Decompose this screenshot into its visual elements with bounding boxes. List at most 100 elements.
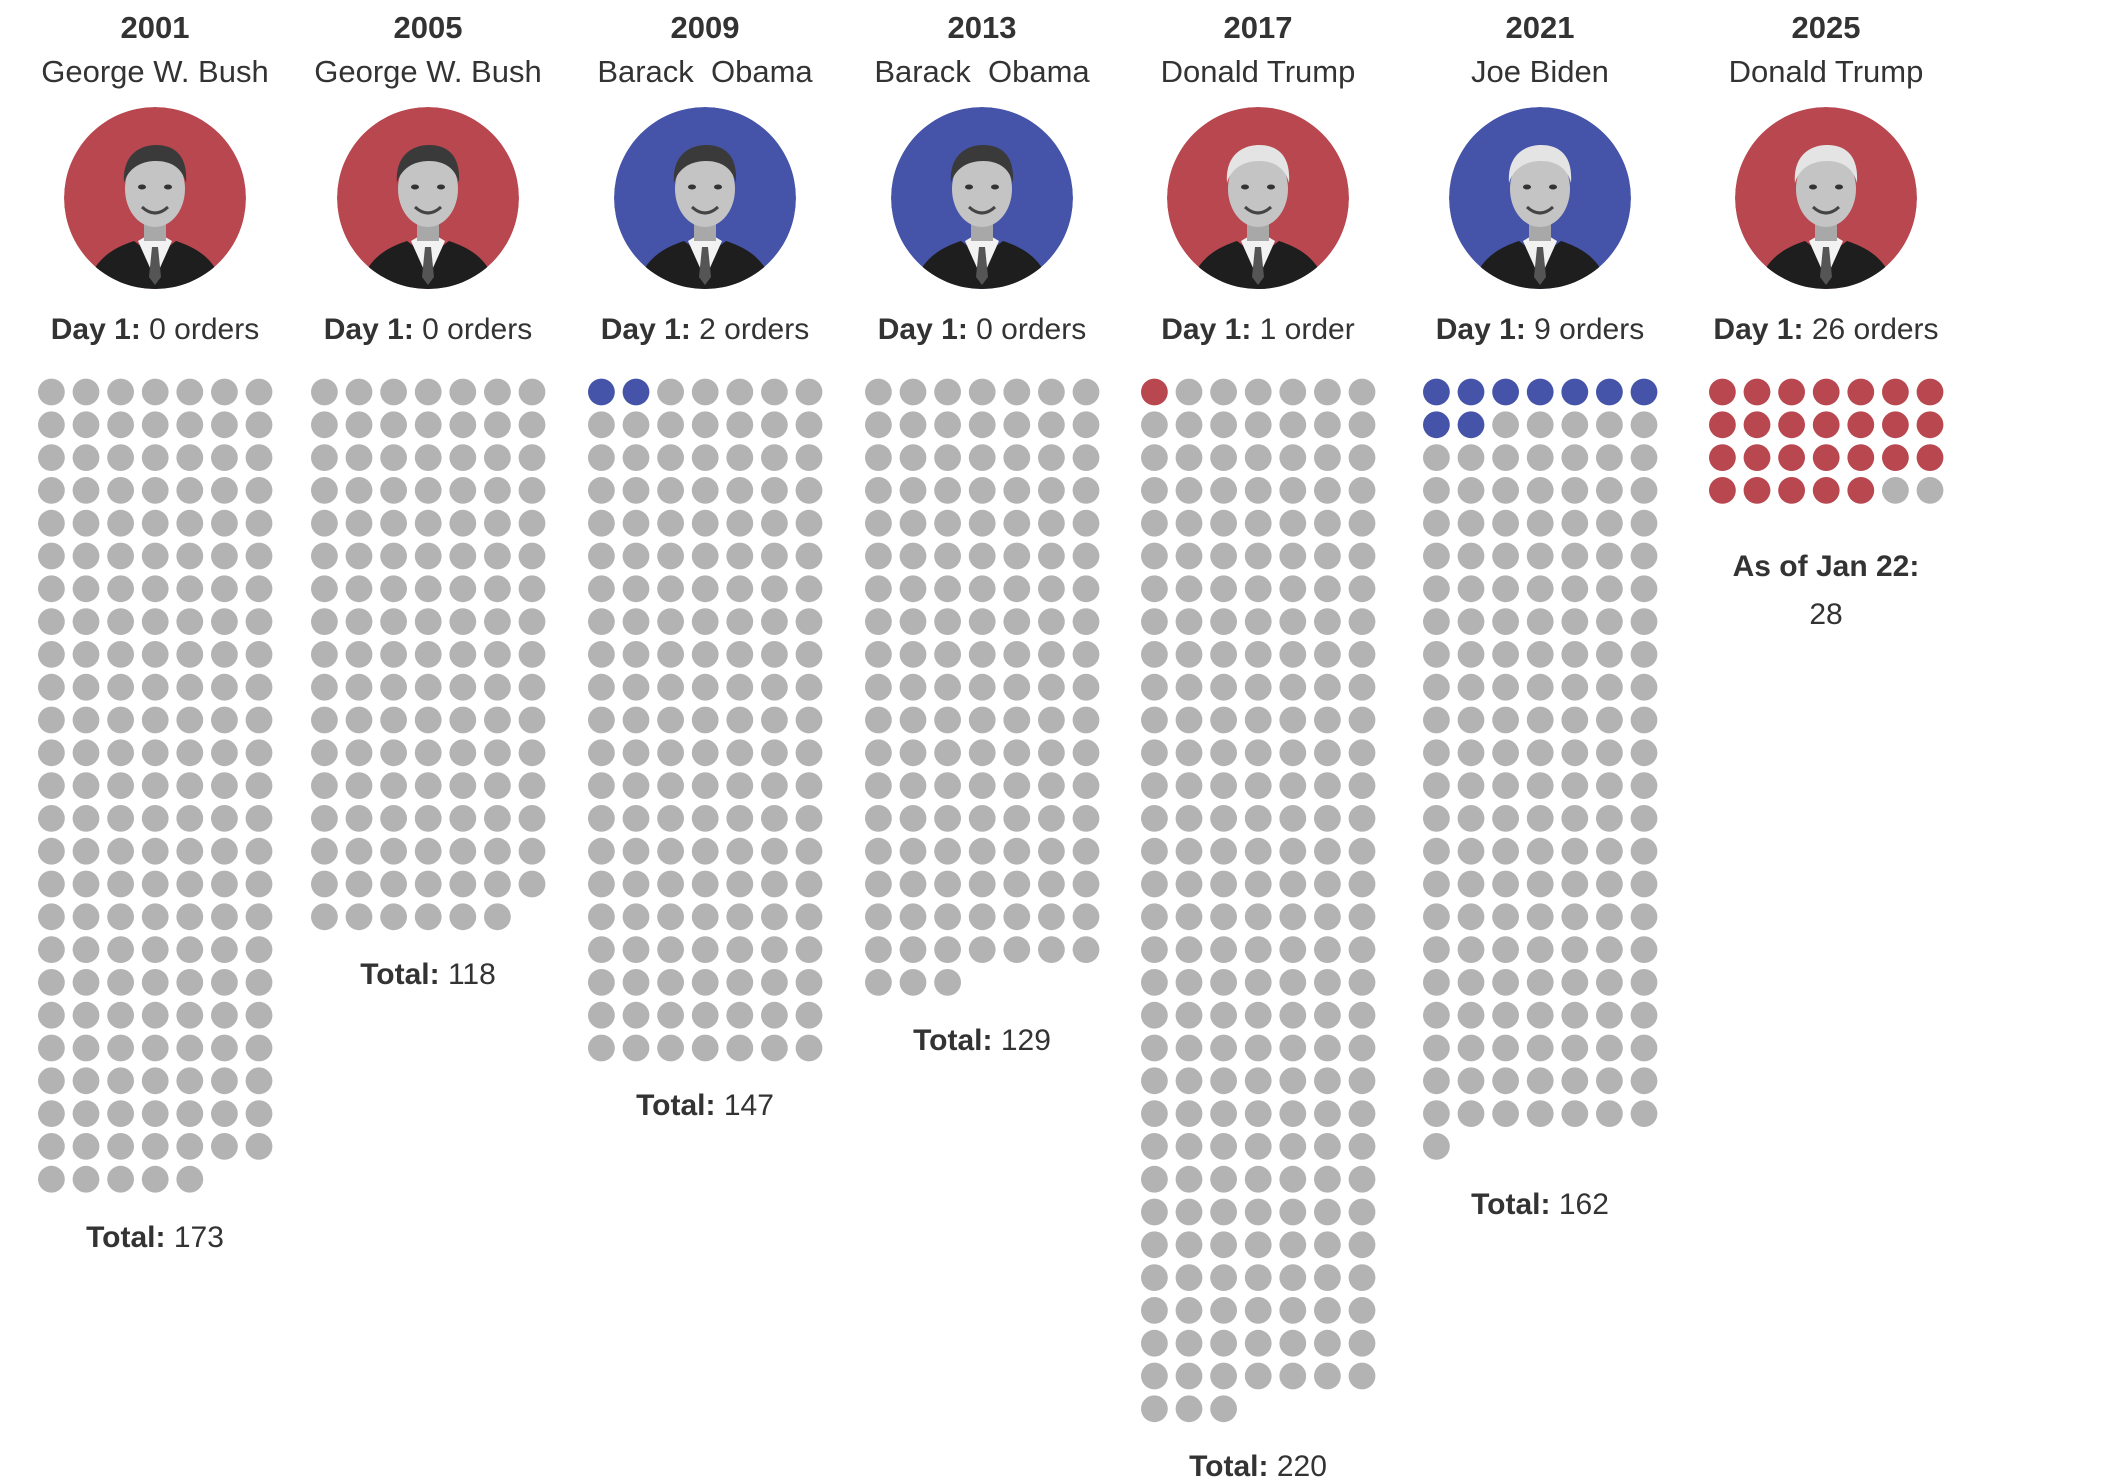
order-dot <box>518 870 546 898</box>
order-dot <box>1313 1165 1341 1193</box>
order-dot <box>1457 870 1485 898</box>
order-dot <box>1630 444 1658 471</box>
order-dot <box>1526 805 1554 832</box>
order-dot <box>310 837 338 865</box>
order-dot <box>1244 1297 1272 1324</box>
order-dot <box>72 936 100 963</box>
order-dot <box>899 444 927 471</box>
order-dot <box>1003 641 1030 668</box>
order-dot <box>379 805 407 832</box>
order-dot <box>345 477 373 504</box>
order-dot <box>37 1034 65 1062</box>
order-dot <box>176 444 203 471</box>
order-dot <box>1037 444 1065 471</box>
order-dot <box>1313 969 1341 996</box>
order-dot <box>1313 706 1341 734</box>
order-dot <box>1279 444 1306 471</box>
day1-order-dot <box>1457 411 1485 439</box>
order-dot <box>210 542 238 570</box>
order-dot <box>1209 772 1237 799</box>
order-dot <box>1313 837 1341 865</box>
order-dot <box>141 411 169 439</box>
order-dot <box>1526 969 1554 996</box>
order-dot <box>864 542 892 570</box>
order-dot <box>483 509 511 537</box>
order-dot <box>1175 772 1203 799</box>
order-dot <box>933 805 961 832</box>
order-dot <box>210 837 238 865</box>
order-dot <box>414 477 442 504</box>
order-dot <box>1175 706 1203 734</box>
order-dot <box>310 378 338 406</box>
order-dot <box>1279 772 1306 799</box>
order-dot <box>899 641 927 668</box>
order-dot <box>726 1001 753 1029</box>
order-dot <box>106 673 134 701</box>
president-portrait <box>337 107 519 289</box>
order-dot <box>726 641 753 668</box>
order-dot <box>1595 411 1623 439</box>
order-dot <box>968 837 996 865</box>
order-dot <box>1561 641 1588 668</box>
order-dot <box>1457 542 1485 570</box>
order-dot <box>1348 641 1376 668</box>
order-dot <box>899 936 927 963</box>
day1-value: 26 orders <box>1811 313 1939 346</box>
order-dot <box>587 477 615 504</box>
day1-order-dot <box>1881 444 1909 471</box>
order-dot <box>1457 477 1485 504</box>
order-dot <box>1491 542 1519 570</box>
order-dot <box>1630 739 1658 767</box>
order-dot <box>1313 739 1341 767</box>
order-dot <box>1279 1198 1306 1226</box>
order-dot <box>1526 706 1554 734</box>
order-dot <box>1037 936 1065 963</box>
order-dot <box>310 444 338 471</box>
order-dot <box>1348 1231 1376 1259</box>
order-dot <box>1175 936 1203 963</box>
order-dot <box>968 575 996 603</box>
order-dot <box>1244 641 1272 668</box>
order-dot <box>106 1001 134 1029</box>
total-prefix: Total: <box>1189 1450 1269 1484</box>
order-dot <box>1595 1067 1623 1095</box>
order-dot <box>1279 739 1306 767</box>
order-dot <box>587 575 615 603</box>
order-dot <box>72 1133 100 1160</box>
waffle-dots <box>37 378 273 1193</box>
order-dot <box>1175 1001 1203 1029</box>
order-dot <box>518 411 546 439</box>
order-dot <box>1595 739 1623 767</box>
order-dot <box>1526 1001 1554 1029</box>
order-dot <box>622 673 650 701</box>
order-dot <box>726 969 753 996</box>
order-dot <box>106 641 134 668</box>
order-dot <box>1244 1165 1272 1193</box>
order-dot <box>1244 673 1272 701</box>
order-dot <box>726 444 753 471</box>
order-dot <box>760 444 788 471</box>
order-dot <box>176 673 203 701</box>
order-dot <box>1348 542 1376 570</box>
total-value: 220 <box>1276 1450 1327 1484</box>
order-dot <box>864 870 892 898</box>
order-dot <box>1003 477 1030 504</box>
order-dot <box>245 575 273 603</box>
order-dot <box>1244 1231 1272 1259</box>
order-dot <box>1175 903 1203 931</box>
order-dot <box>1072 608 1100 635</box>
order-dot <box>245 673 273 701</box>
order-dot <box>245 969 273 996</box>
order-dot <box>1313 903 1341 931</box>
order-dot <box>176 903 203 931</box>
order-dot <box>656 378 684 406</box>
order-dot <box>176 477 203 504</box>
order-dot <box>691 542 719 570</box>
order-dot <box>1348 1297 1376 1324</box>
order-dot <box>1140 1165 1168 1193</box>
order-dot <box>1561 1067 1588 1095</box>
order-dot <box>1003 542 1030 570</box>
order-dot <box>210 673 238 701</box>
order-dot <box>141 575 169 603</box>
order-dot <box>1457 1001 1485 1029</box>
